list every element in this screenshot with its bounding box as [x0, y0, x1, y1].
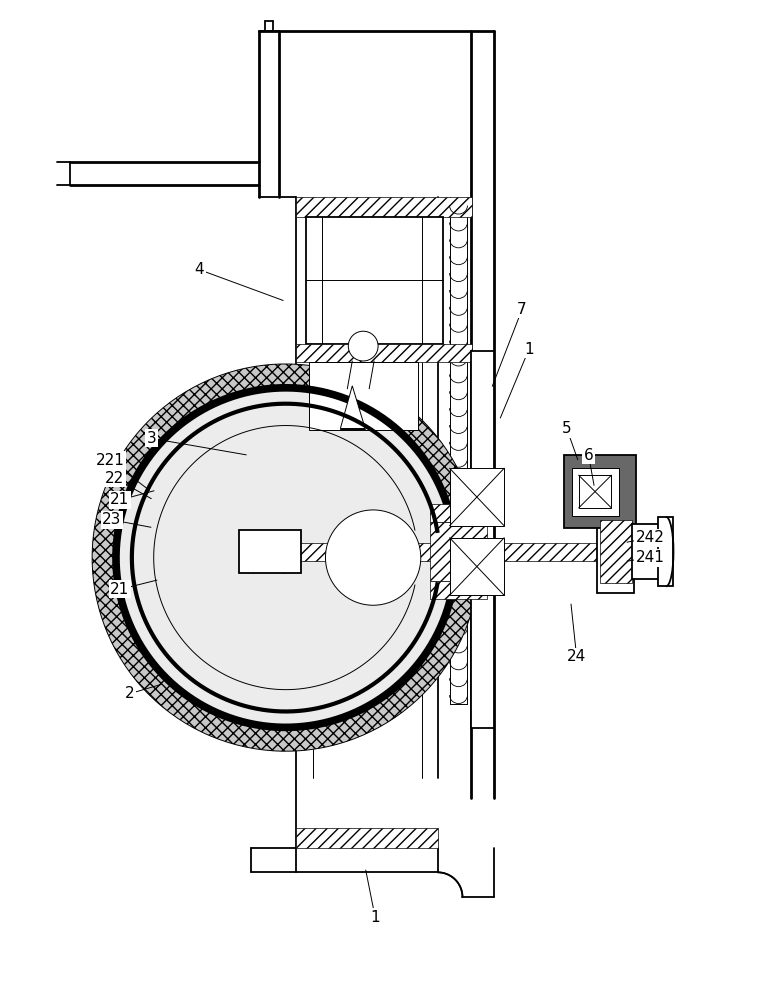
Circle shape [326, 510, 421, 605]
Bar [296, 828, 437, 848]
Wedge shape [92, 364, 479, 751]
Text: 6: 6 [583, 448, 594, 463]
Polygon shape [341, 386, 366, 429]
Bar [633, 524, 660, 579]
Text: 2: 2 [125, 686, 134, 701]
Bar [296, 344, 473, 362]
Text: 1: 1 [524, 342, 534, 357]
Bar [430, 504, 487, 522]
Bar [450, 538, 505, 595]
Text: 4: 4 [194, 262, 204, 277]
Bar [572, 468, 619, 516]
Text: 21: 21 [110, 492, 130, 508]
Text: 7: 7 [517, 302, 527, 317]
Circle shape [116, 388, 455, 727]
Bar [430, 522, 487, 581]
Bar [308, 362, 418, 430]
Text: 21: 21 [110, 582, 130, 597]
Bar [305, 217, 443, 344]
Text: 242: 242 [636, 530, 665, 545]
Text: 24: 24 [567, 649, 587, 664]
Bar [296, 197, 473, 217]
Text: 5: 5 [562, 421, 572, 436]
Circle shape [348, 331, 378, 361]
Bar [430, 581, 487, 599]
Text: 3: 3 [147, 431, 156, 446]
Bar [579, 475, 612, 508]
Bar [601, 520, 633, 583]
Text: 23: 23 [102, 512, 122, 527]
Text: 22: 22 [105, 471, 125, 486]
Bar [658, 517, 673, 586]
Bar [239, 530, 301, 573]
Bar [597, 510, 634, 593]
Bar [564, 455, 637, 528]
Bar [283, 543, 611, 561]
Bar [472, 351, 494, 728]
Text: 1: 1 [370, 910, 380, 925]
Bar [450, 468, 505, 526]
Text: 221: 221 [95, 453, 124, 468]
Text: 241: 241 [636, 550, 665, 565]
